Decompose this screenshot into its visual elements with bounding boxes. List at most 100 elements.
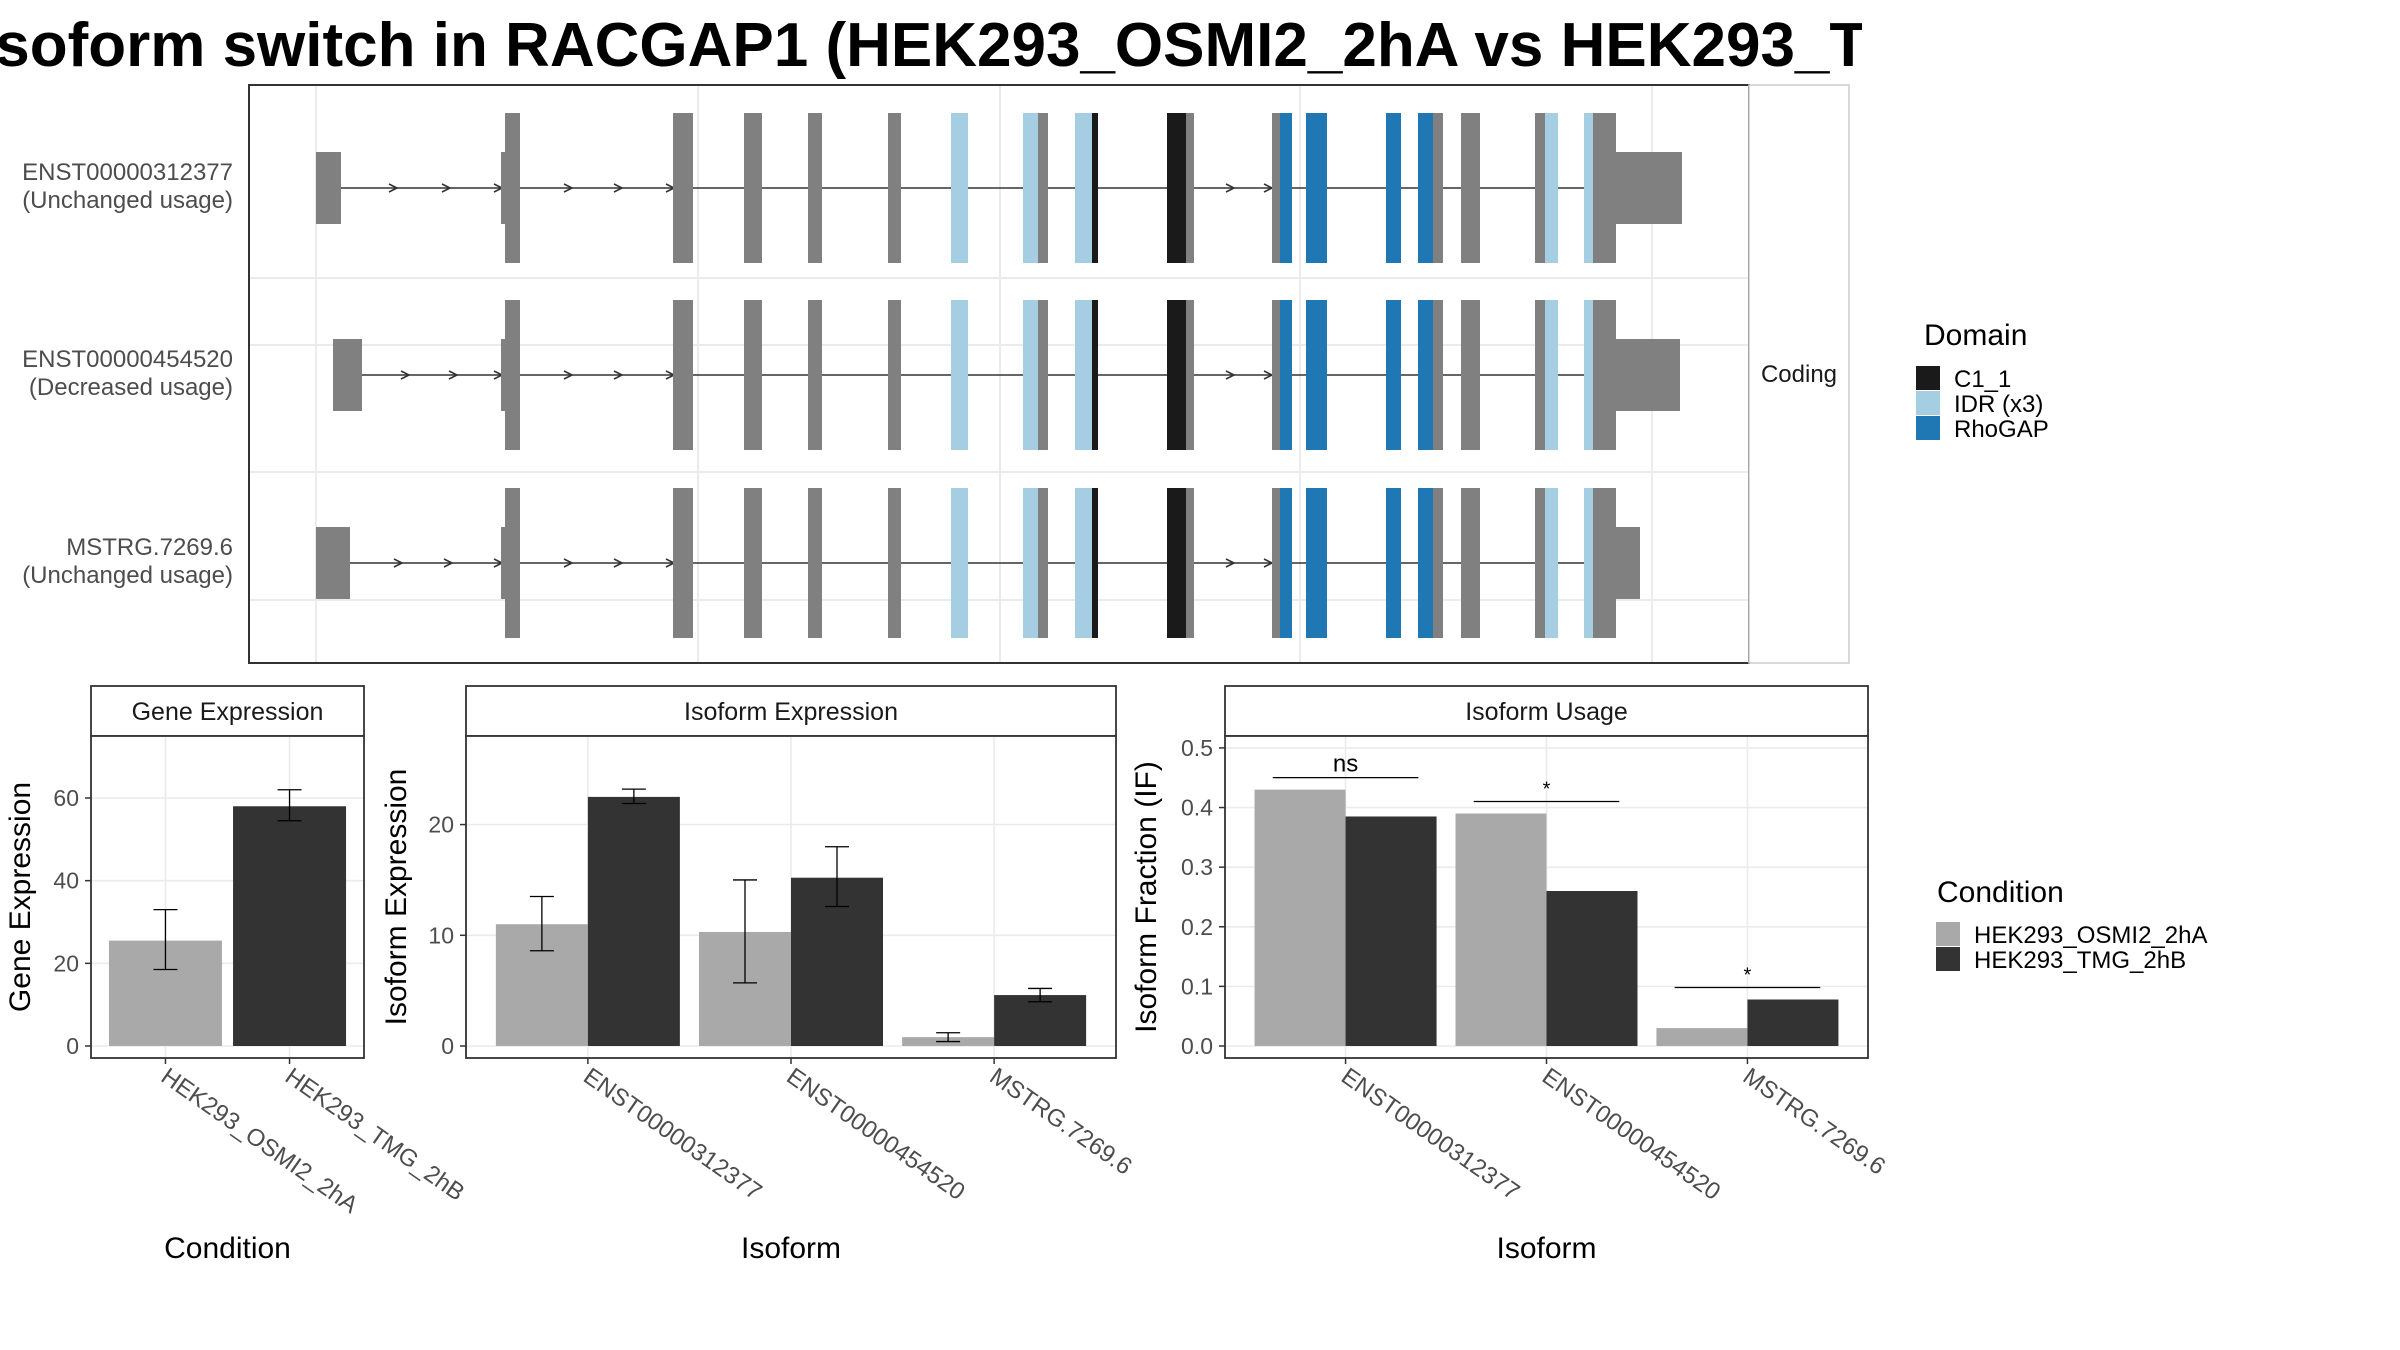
exon-block: [673, 113, 693, 263]
exon-block: [673, 488, 693, 638]
x-tick-label: ENST00000312377: [1336, 1063, 1524, 1206]
bar: [994, 995, 1087, 1046]
utr-block: [1604, 339, 1680, 411]
domain-block-rhogap: [1418, 488, 1433, 638]
exon-block: [1461, 488, 1480, 638]
exon-block: [673, 300, 693, 450]
exon-block: [1433, 113, 1443, 263]
condition-legend-title: Condition: [1937, 876, 2064, 909]
domain-block-c1_1: [1092, 488, 1098, 638]
isoform-label: ENST00000312377: [22, 159, 233, 186]
y-tick-label: 10: [428, 922, 454, 948]
intron-arrow: [388, 183, 399, 193]
y-tick-label: 0.3: [1181, 854, 1213, 880]
domain-block-rhogap: [1306, 488, 1327, 638]
isoform-usage-label: (Unchanged usage): [22, 187, 233, 214]
exon-block: [1272, 113, 1280, 263]
domain-block-c1_1: [1092, 300, 1098, 450]
intron-arrow: [1225, 558, 1236, 568]
domain-block-rhogap: [1280, 113, 1292, 263]
transcript-row: [316, 113, 1682, 263]
domain-block-rhogap: [1418, 300, 1433, 450]
intron-arrow: [563, 370, 574, 380]
y-tick-label: 20: [53, 950, 79, 976]
exon-block: [808, 300, 822, 450]
x-tick-label: MSTRG.7269.6: [1738, 1063, 1890, 1181]
isoform-usage-panel: Isoform Usage ns * * 0.0 0.1 0.2 0.3 0.4 0.5 ENST0…: [1130, 685, 1890, 1265]
domain-block-rhogap: [1386, 488, 1401, 638]
exon-block: [505, 113, 520, 263]
intron-arrow: [1225, 183, 1236, 193]
domain-block-rhogap: [1306, 300, 1327, 450]
domain-block-idr: [1584, 488, 1593, 638]
y-tick-label: 0: [441, 1033, 454, 1059]
intron-arrow: [563, 558, 574, 568]
significance-label: *: [1543, 779, 1551, 801]
panel-strip-label: Isoform Usage: [1465, 698, 1628, 726]
bar: [233, 806, 347, 1046]
y-tick-label: 20: [428, 812, 454, 838]
domain-block-idr: [1023, 113, 1038, 263]
exon-block: [1038, 300, 1048, 450]
intron-arrow: [613, 183, 624, 193]
exon-block: [744, 488, 762, 638]
exon-block: [1038, 488, 1048, 638]
intron-arrow: [1225, 370, 1236, 380]
domain-block-idr: [1584, 113, 1593, 263]
domain-block-rhogap: [1280, 488, 1292, 638]
exon-block: [888, 488, 901, 638]
domain-block-idr: [1075, 488, 1092, 638]
intron-arrow: [441, 183, 452, 193]
significance-label: *: [1744, 965, 1752, 987]
exon-block: [1186, 488, 1194, 638]
strip-label: Coding: [1761, 361, 1837, 388]
isoform-label: ENST00000454520: [22, 346, 233, 373]
exon-block: [1535, 300, 1545, 450]
intron-arrow: [443, 558, 454, 568]
domain-block-idr: [951, 113, 968, 263]
exon-block: [1593, 113, 1604, 263]
panel-strip: Coding: [1748, 84, 1850, 664]
exon-block: [316, 527, 350, 599]
panel-strip-box: [1224, 685, 1869, 737]
bar: [1546, 891, 1638, 1046]
exon-block: [744, 113, 762, 263]
exon-block: [1272, 300, 1280, 450]
legend-label: HEK293_OSMI2_2hA: [1974, 922, 2207, 949]
domain-block-idr: [951, 488, 968, 638]
bar: [1254, 789, 1346, 1046]
x-axis-title: Isoform: [1496, 1232, 1596, 1265]
panel-strip-box: [90, 685, 365, 737]
intron-arrow: [563, 183, 574, 193]
domain-block-idr: [1023, 300, 1038, 450]
isoform-expression-panel: Isoform Expression 0 10 20 ENST00000312377 EN…: [380, 685, 1137, 1265]
exon-block: [1461, 113, 1480, 263]
bar: [1656, 1028, 1748, 1046]
exon-block: [501, 527, 507, 599]
legend-swatch: [1916, 416, 1940, 440]
exon-block: [808, 488, 822, 638]
y-tick-label: 0.5: [1181, 735, 1213, 761]
significance-label: ns: [1333, 751, 1358, 778]
legend-swatch: [1916, 391, 1940, 415]
exon-block: [1186, 300, 1194, 450]
isoform-label: MSTRG.7269.6: [66, 534, 233, 561]
isoform-usage-label: (Unchanged usage): [22, 562, 233, 589]
panel-strip-label: Isoform Expression: [684, 698, 898, 726]
exon-block: [1433, 488, 1443, 638]
legend-label: HEK293_TMG_2hB: [1974, 947, 2186, 974]
x-tick-label: HEK293_OSMI2_2hA: [156, 1063, 363, 1219]
x-tick-label: MSTRG.7269.6: [985, 1063, 1137, 1181]
x-tick-label: ENST00000454520: [1537, 1063, 1725, 1206]
x-tick-label: ENST00000454520: [782, 1063, 970, 1206]
domain-block-c1_1: [1167, 300, 1186, 450]
exon-block: [316, 152, 341, 224]
domain-block-rhogap: [1386, 113, 1401, 263]
y-axis-title: Isoform Expression: [380, 769, 413, 1026]
y-axis-title: Isoform Fraction (IF): [1130, 761, 1163, 1033]
domain-block-idr: [1584, 300, 1593, 450]
exon-block: [501, 339, 507, 411]
legend-swatch: [1936, 947, 1960, 971]
